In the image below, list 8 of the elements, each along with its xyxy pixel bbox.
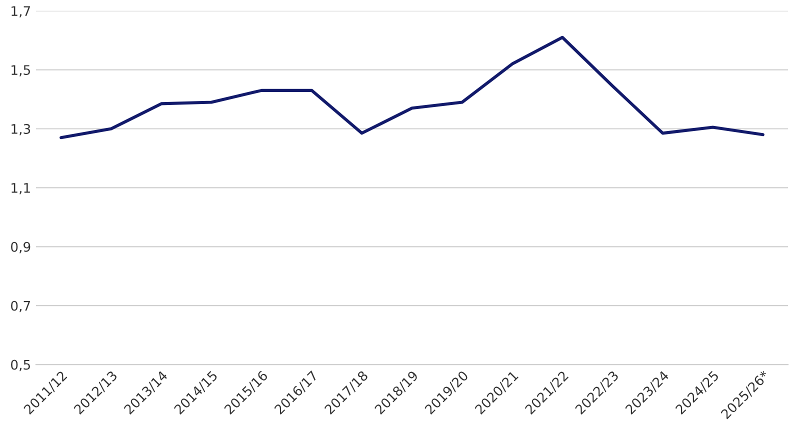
y-tick-label: 0,5	[11, 360, 30, 372]
y-tick-label: 0,7	[11, 300, 30, 312]
y-tick-label: 0,9	[11, 242, 30, 254]
y-tick-label: 1,7	[12, 6, 30, 18]
y-tick-label: 1,3	[12, 124, 30, 136]
line-series	[60, 36, 764, 140]
y-tick-label: 1,5	[12, 65, 30, 76]
y-tick-label: 1,1	[12, 183, 30, 194]
